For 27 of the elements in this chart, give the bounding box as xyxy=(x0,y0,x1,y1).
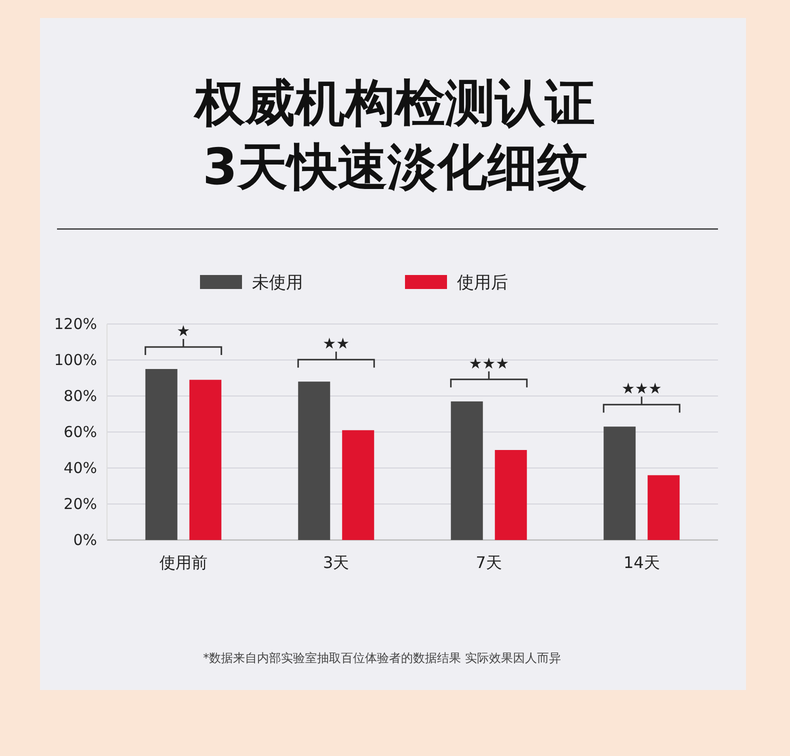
bar xyxy=(604,426,636,540)
bar xyxy=(648,475,680,540)
x-tick-label: 3天 xyxy=(323,553,350,572)
x-tick-label: 7天 xyxy=(476,553,502,572)
bar xyxy=(189,380,222,540)
y-tick-label: 0% xyxy=(73,531,97,549)
x-tick-label: 14天 xyxy=(623,553,660,572)
y-tick-label: 80% xyxy=(64,387,97,405)
annotation: ★★ xyxy=(322,334,350,353)
y-tick-label: 120% xyxy=(54,315,97,333)
y-tick-label: 100% xyxy=(54,351,97,369)
y-tick-label: 60% xyxy=(64,423,97,441)
text: *数据来自内部实验室抽取百位体验者的数据结果 实际效果因人而异 xyxy=(203,651,561,665)
bar xyxy=(450,401,483,540)
annotation: ★★★ xyxy=(621,380,662,398)
legend-label: 未使用 xyxy=(252,273,303,293)
annotation: ★ xyxy=(176,322,190,340)
legend-label: 使用后 xyxy=(457,273,508,293)
y-tick-label: 20% xyxy=(64,495,97,513)
annotation: ★★★ xyxy=(468,354,510,372)
y-tick-label: 40% xyxy=(64,459,97,477)
bar xyxy=(494,450,527,540)
x-tick-label: 使用前 xyxy=(159,553,208,572)
bar xyxy=(145,369,178,540)
chart-title: 权威机构检测认证 3天快速淡化细纹 xyxy=(193,74,595,196)
bar xyxy=(342,430,374,540)
bar xyxy=(298,382,330,540)
